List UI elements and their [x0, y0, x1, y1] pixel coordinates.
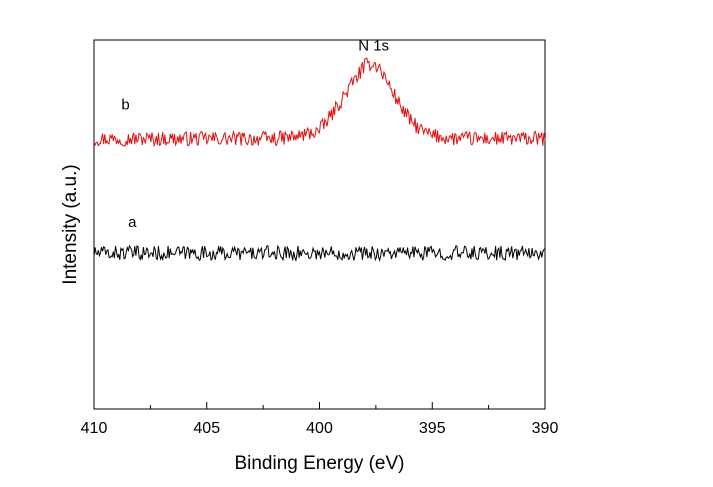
series-group: [93, 57, 546, 263]
x-tick-label: 395: [419, 420, 446, 437]
annotation-label: a: [128, 214, 137, 231]
x-tick-label: 410: [81, 420, 108, 437]
x-axis-ticks: 410 405 400 395 390: [81, 402, 559, 437]
annotation-label: N 1s: [358, 37, 389, 54]
x-tick-label: 405: [193, 420, 220, 437]
series-line-a: [93, 244, 546, 263]
x-axis-title: Binding Energy (eV): [234, 453, 404, 474]
x-tick-label: 400: [306, 420, 333, 437]
annotation-label: b: [121, 97, 129, 114]
y-axis-title: Intensity (a.u.): [60, 164, 81, 284]
annotations: N 1s b a: [121, 37, 389, 231]
series-line-b: [93, 57, 546, 148]
x-tick-label: 390: [532, 420, 559, 437]
plot-frame: [93, 39, 546, 410]
